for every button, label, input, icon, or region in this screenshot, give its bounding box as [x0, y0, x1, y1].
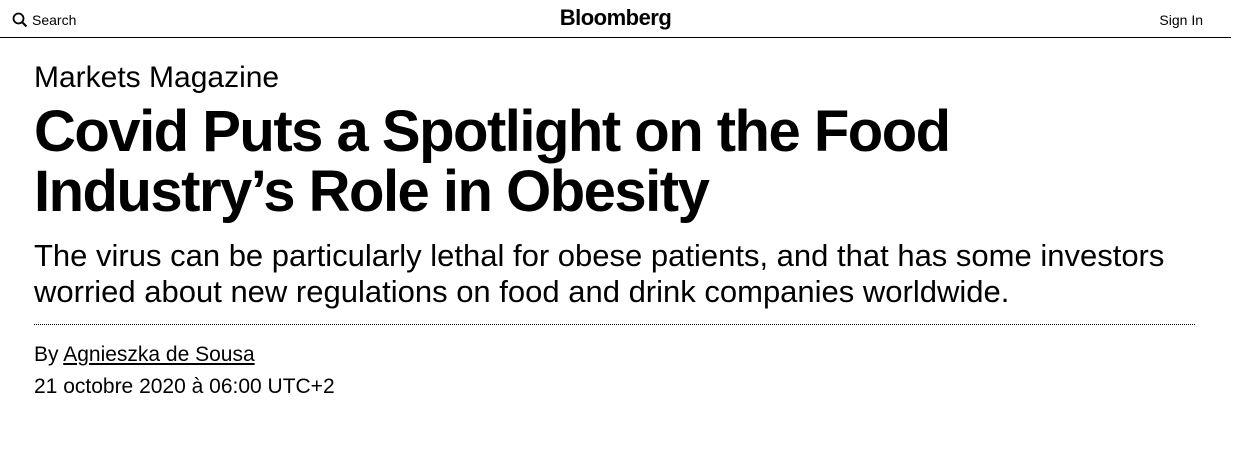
byline: By Agnieszka de Sousa: [34, 343, 1195, 367]
sign-in[interactable]: Sign In: [1159, 12, 1203, 28]
date: 21 octobre 2020 à 06:00 UTC+2: [34, 375, 335, 398]
top-bar: Search Bloomberg Sign In: [0, 0, 1231, 38]
dek: The virus can be particularly lethal for…: [34, 238, 1195, 325]
search-button[interactable]: Search: [12, 12, 76, 28]
author-link[interactable]: Agnieszka de Sousa: [63, 343, 255, 366]
section-label[interactable]: Markets Magazine: [34, 61, 280, 94]
logo[interactable]: Bloomberg: [559, 5, 672, 30]
search-icon: [12, 12, 28, 28]
headline: Covid Puts a Spotlight on the Food Indus…: [34, 99, 951, 224]
search-label: Search: [32, 12, 77, 28]
article: Markets Magazine Covid Puts a Spotlight …: [0, 62, 1233, 399]
byline-prefix: By: [34, 343, 59, 366]
